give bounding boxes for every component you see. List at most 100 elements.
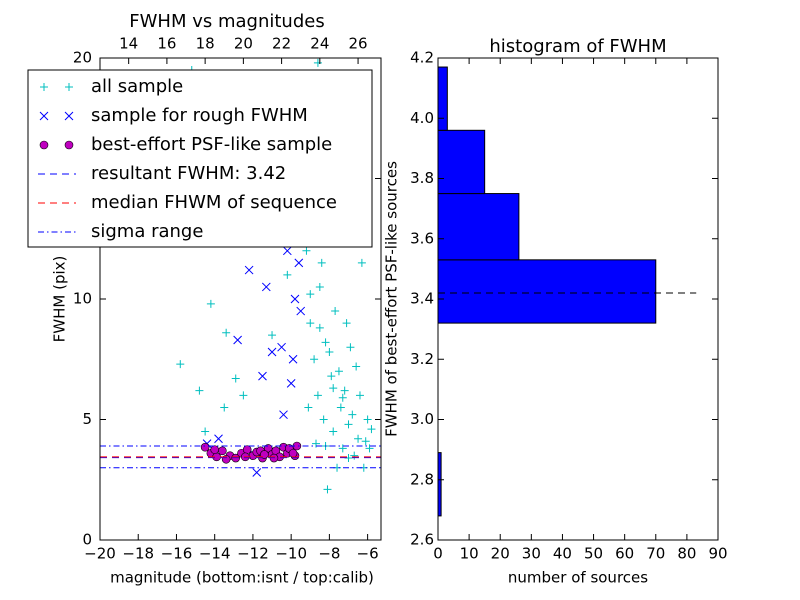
x-tick-label: 60	[615, 545, 634, 563]
y-axis-label: FWHM (pix)	[51, 256, 69, 343]
x-tick-label: 30	[522, 545, 541, 563]
plus-marker	[367, 425, 376, 434]
x-tick-label: −20	[84, 545, 116, 563]
plus-marker	[319, 415, 328, 424]
x-marker	[252, 468, 262, 477]
x-marker	[214, 434, 223, 444]
x-marker	[267, 347, 277, 357]
x-marker	[64, 111, 74, 121]
circle-marker	[218, 446, 227, 456]
x-tick-label: 10	[460, 545, 479, 563]
x2-tick-label: 20	[234, 35, 253, 53]
legend-label: sample for rough FWHM	[91, 105, 308, 126]
x2-tick-label: 14	[119, 35, 138, 53]
plus-marker	[340, 386, 349, 395]
plus-marker	[338, 444, 347, 453]
plus-marker	[350, 451, 359, 460]
legend-box	[27, 69, 373, 248]
plus-marker	[331, 307, 340, 316]
plus-marker	[327, 372, 336, 381]
x-marker	[286, 378, 296, 388]
plus-marker	[334, 367, 343, 376]
x2-tick-label: 26	[349, 35, 368, 53]
plus-marker	[354, 434, 363, 443]
plus-marker	[304, 403, 313, 412]
plus-marker	[40, 83, 48, 91]
x2-tick-label: 16	[157, 35, 176, 53]
circle-marker	[39, 140, 49, 150]
plus-marker	[355, 391, 364, 400]
x-tick-label: 40	[553, 545, 572, 563]
plus-marker	[357, 258, 366, 267]
plus-marker	[329, 384, 338, 393]
plus-marker	[310, 355, 319, 364]
y-tick-label: 3.0	[410, 410, 434, 428]
plus-marker	[201, 427, 210, 436]
x-tick-label: 70	[646, 545, 665, 563]
plus-marker	[306, 290, 315, 299]
x-marker	[233, 335, 242, 345]
x-tick-label: −18	[122, 545, 154, 563]
x-tick-label: 20	[491, 545, 510, 563]
x-marker	[290, 294, 300, 304]
plus-marker	[268, 331, 277, 340]
circle-marker	[288, 448, 298, 458]
plus-marker	[363, 415, 372, 424]
plus-marker	[321, 338, 330, 347]
plus-marker	[283, 270, 292, 279]
circle-marker	[210, 445, 219, 454]
plus-marker	[315, 282, 324, 291]
plus-marker	[336, 403, 345, 412]
histogram-bar	[437, 66, 448, 131]
y-tick-label: 20	[73, 49, 92, 67]
plus-marker	[361, 437, 370, 446]
y-axis-label: FWHM of best-effort PSF-like sources	[383, 161, 401, 437]
x2-tick-label: 18	[196, 35, 215, 53]
legend-label: all sample	[91, 76, 183, 97]
plus-marker	[365, 444, 374, 453]
x-axis-label: number of sources	[508, 569, 648, 587]
plus-marker	[344, 420, 353, 429]
plus-marker	[346, 343, 355, 352]
x-tick-label: −12	[237, 545, 269, 563]
legend-label: best-effort PSF-like sample	[91, 134, 332, 155]
x-marker	[244, 265, 254, 275]
plus-marker	[65, 83, 73, 91]
x-marker	[296, 306, 306, 316]
plus-marker	[313, 58, 322, 67]
plus-marker	[239, 391, 248, 400]
plus-marker	[317, 258, 326, 267]
chart-title: FWHM vs magnitudes	[129, 11, 324, 32]
x2-tick-label: 22	[272, 35, 291, 53]
x-marker	[277, 342, 286, 352]
x-tick-label: 90	[708, 545, 727, 563]
legend-label: sigma range	[91, 221, 203, 242]
plus-marker	[231, 374, 240, 383]
y-tick-label: 0	[82, 531, 92, 549]
plus-marker	[323, 485, 332, 494]
y-tick-label: 2.6	[410, 531, 434, 549]
y-tick-label: 5	[82, 410, 92, 428]
plus-marker	[313, 391, 322, 400]
circle-marker	[200, 442, 210, 452]
x-tick-label: −16	[161, 545, 193, 563]
x-tick-label: −8	[318, 545, 340, 563]
plus-marker	[315, 323, 324, 332]
x-tick-label: −14	[199, 545, 231, 563]
histogram-bar	[437, 259, 657, 324]
histogram-bar	[437, 193, 520, 261]
chart-title: histogram of FWHM	[489, 36, 666, 57]
x2-tick-label: 24	[310, 35, 329, 53]
y-tick-label: 3.8	[410, 169, 434, 187]
circle-marker	[242, 445, 252, 454]
y-tick-label: 4.2	[410, 49, 434, 67]
x-tick-label: −10	[275, 545, 307, 563]
x-tick-label: 0	[433, 545, 443, 563]
x-marker	[279, 410, 288, 420]
y-tick-label: 4.0	[410, 109, 434, 127]
plus-marker	[348, 410, 357, 419]
y-tick-label: 3.4	[410, 290, 434, 308]
legend-label: median FHWM of sequence	[91, 192, 337, 213]
y-tick-label: 3.2	[410, 350, 434, 368]
